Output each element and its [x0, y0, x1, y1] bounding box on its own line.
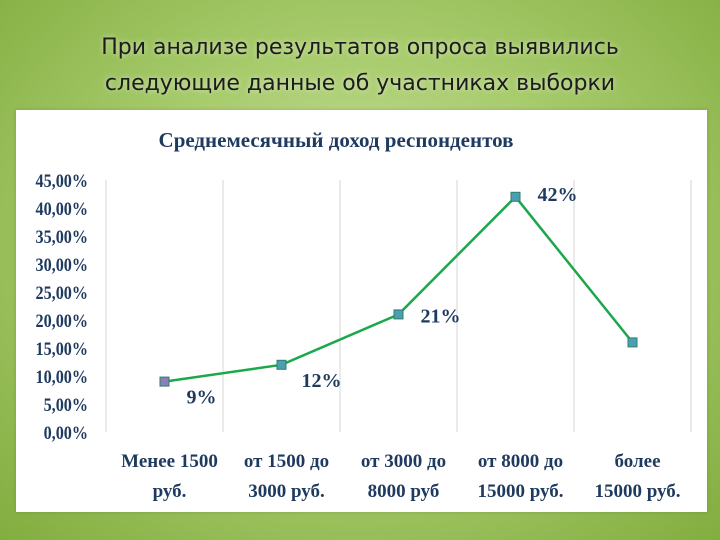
x-tick-label: от 1500 до 3000 руб.: [244, 451, 329, 502]
data-label: 9%: [187, 387, 217, 409]
x-tick-label: от 3000 до 8000 руб: [361, 451, 446, 502]
y-tick-label: 45,00%: [36, 170, 88, 192]
chart-panel: Среднемесячный доход респондентов 0,00% 5…: [16, 110, 707, 512]
chart-title: Среднемесячный доход респондентов: [159, 128, 514, 152]
data-point: [510, 191, 521, 202]
y-tick-label: 35,00%: [36, 226, 88, 248]
data-label: 42%: [538, 184, 578, 206]
data-label: 12%: [302, 370, 342, 392]
series-line: [164, 194, 634, 383]
y-tick-label: 20,00%: [36, 310, 88, 332]
y-tick-label: 10,00%: [36, 366, 88, 388]
y-tick-label: 5,00%: [44, 394, 88, 416]
data-point: [627, 337, 638, 348]
y-tick-label: 30,00%: [36, 254, 88, 276]
data-label: 21%: [421, 305, 461, 327]
slide-title-line-1: При анализе результатов опроса выявились: [101, 35, 619, 60]
data-point: [276, 359, 287, 370]
y-tick-label: 0,00%: [44, 422, 88, 444]
slide-title-line-2: следующие данные об участниках выборки: [104, 71, 616, 96]
x-tick-label: более 15000 руб.: [594, 451, 680, 502]
data-point: [159, 376, 170, 387]
line-chart: Среднемесячный доход респондентов 0,00% 5…: [36, 128, 692, 502]
y-tick-label: 15,00%: [36, 338, 88, 360]
y-tick-label: 40,00%: [36, 198, 88, 220]
slide-title: При анализе результатов опроса выявились…: [0, 30, 720, 102]
y-tick-label: 25,00%: [36, 282, 88, 304]
data-point: [393, 309, 404, 320]
x-tick-label: от 8000 до 15000 руб.: [477, 451, 563, 502]
x-tick-label: Менее 1500 руб.: [121, 451, 218, 502]
